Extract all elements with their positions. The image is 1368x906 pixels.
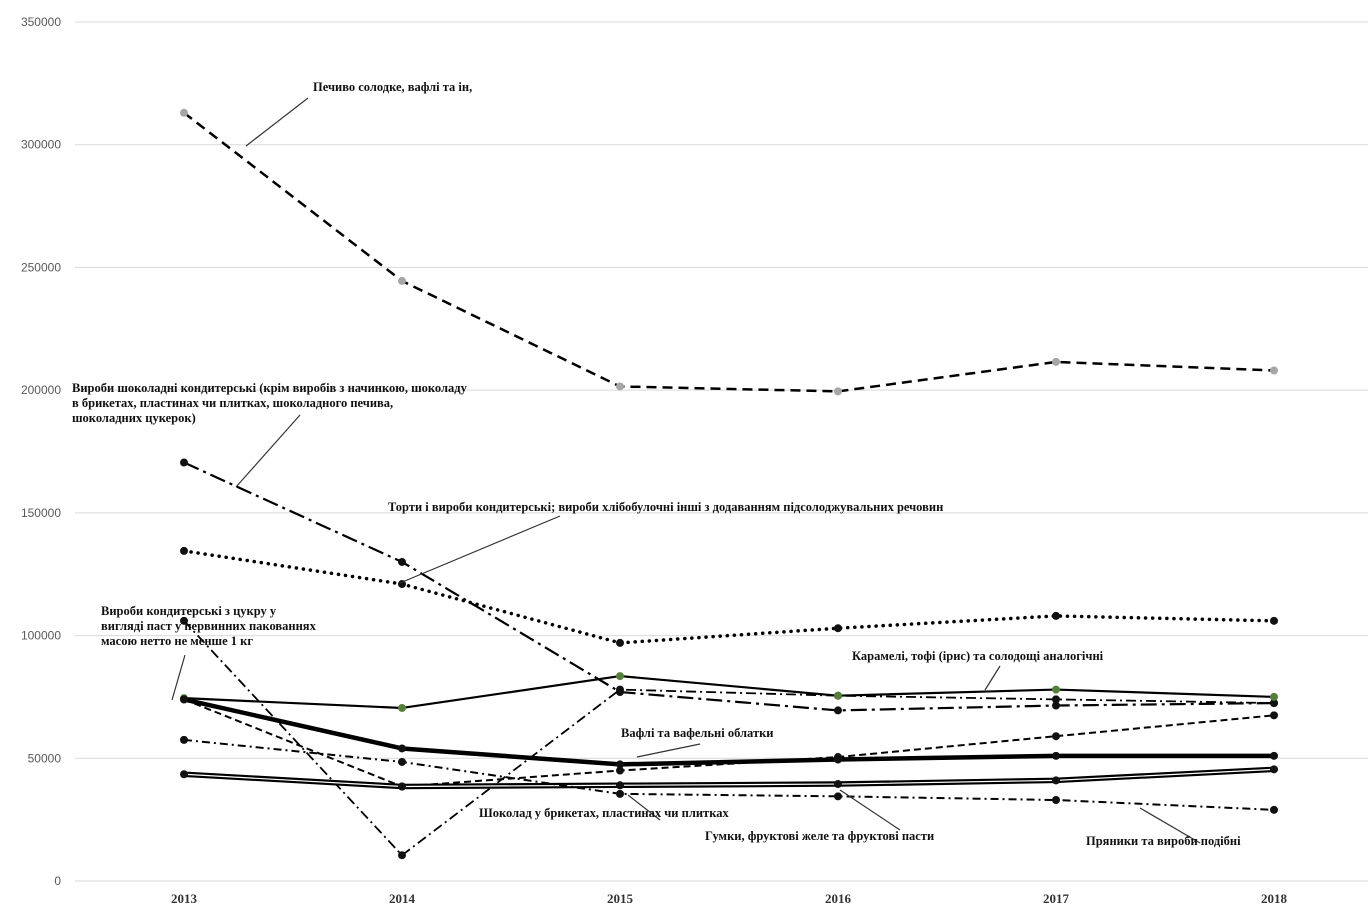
data-point [616,672,624,681]
data-point [616,766,624,775]
series-line [183,698,1275,788]
data-point [1052,685,1060,694]
series-line-inner [183,768,1275,788]
annotation-label: шоколадних цукерок) [72,411,196,425]
x-tick-label: 2014 [389,891,416,906]
annotation-label: Печиво солодке, вафлі та ін, [313,80,472,94]
data-point [1270,366,1278,375]
annotation-leader [399,515,561,584]
data-point [1052,611,1060,620]
series-line [183,620,1275,857]
annotation-leader [636,743,701,758]
data-point [1052,732,1060,741]
data-point [180,695,188,704]
series-line [183,461,1275,712]
data-point [834,624,842,633]
data-point [398,580,406,589]
annotation-leader [235,414,301,488]
series-line [183,697,1274,767]
annotation-label: Гумки, фруктові желе та фруктові пасти [705,829,934,843]
x-tick-label: 2017 [1043,891,1070,906]
annotations: Печиво солодке, вафлі та ін, Вироби шокол… [72,80,1241,848]
gridlines [75,21,1368,882]
data-point [180,546,188,555]
annotation-label: Вироби шоколадні кондитерські (крім виро… [72,381,468,395]
data-point [834,792,842,801]
annotation-leader [171,654,186,701]
data-point [616,781,624,790]
data-point [1270,805,1278,814]
x-axis-ticks: 2013 2014 2015 2016 2017 2018 [171,891,1288,906]
series-lines [180,108,1278,860]
annotation-leader [245,97,309,147]
data-point [616,382,624,391]
data-point [1270,765,1278,774]
data-point [398,744,406,753]
data-point [180,108,188,117]
y-tick-label: 0 [54,874,61,888]
data-point [1052,751,1060,760]
x-tick-label: 2015 [607,891,634,906]
data-point [1270,692,1278,701]
y-tick-label: 100000 [21,629,61,643]
annotation-label: Шоколад у брикетах, пластинах чи плитках [479,806,729,820]
data-point [398,276,406,285]
annotation-leader [984,665,1001,691]
annotation-label: Торти і вироби кондитерські; вироби хліб… [388,500,943,514]
data-point [398,703,406,712]
data-point [180,735,188,744]
y-tick-label: 250000 [21,260,61,274]
annotation-label: масою нетто не менше 1 кг [101,634,253,648]
series-line [183,111,1275,393]
annotation-label: Пряники та вироби подібні [1086,834,1241,848]
data-point [616,638,624,647]
data-point [616,789,624,798]
y-tick-label: 150000 [21,506,61,520]
series-line [183,738,1275,811]
annotation-label: Карамелі, тофі (ірис) та солодощі аналог… [852,649,1104,663]
data-point [398,782,406,791]
data-point [1270,711,1278,720]
annotation-label: вигляді паст у первинних пакованнях [101,619,317,633]
data-point [1270,699,1278,708]
annotation-leaders [171,97,1201,844]
data-point [1270,616,1278,625]
data-point [398,557,406,566]
x-tick-label: 2018 [1261,891,1288,906]
y-tick-label: 200000 [21,383,61,397]
data-point [1052,796,1060,805]
data-point [1052,776,1060,785]
data-point [1052,357,1060,366]
data-point [398,851,406,860]
data-point [834,387,842,396]
data-point [1270,751,1278,760]
data-point [1052,695,1060,704]
data-point [1052,701,1060,710]
annotation-label: Вироби кондитерські з цукру у [101,604,277,618]
y-tick-label: 300000 [21,138,61,152]
data-point [834,691,842,700]
annotation-leader [839,789,901,831]
data-point [616,760,624,769]
x-tick-label: 2016 [825,891,852,906]
y-tick-label: 350000 [21,15,61,29]
annotation-label: Вафлі та вафельні облатки [621,726,774,740]
data-point [398,757,406,766]
series-line [183,674,1275,710]
data-point [834,706,842,715]
annotation-leader [627,794,661,821]
data-point [180,458,188,467]
y-axis-ticks: 0 50000 100000 150000 200000 250000 300000 3500… [21,15,61,888]
data-point [180,616,188,625]
annotation-label: в брикетах, пластинах чи плитках, шокола… [72,396,393,410]
data-point [616,685,624,694]
annotation-leader [1139,807,1201,844]
data-point [834,753,842,762]
y-tick-label: 50000 [28,751,62,765]
data-point [834,780,842,789]
x-tick-label: 2013 [171,891,198,906]
data-point [180,770,188,779]
series-line [182,549,1276,645]
